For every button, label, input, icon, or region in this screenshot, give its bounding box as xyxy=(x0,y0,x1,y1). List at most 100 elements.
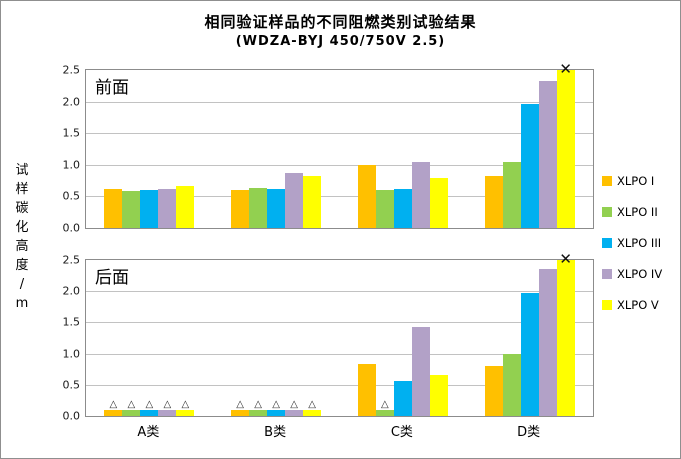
bar-group-D类: ✕ xyxy=(466,62,593,228)
legend-swatch-icon xyxy=(602,268,612,279)
triangle-marker: △ xyxy=(272,398,280,410)
bar-group-C类 xyxy=(340,70,467,228)
bar-xlpo-iv-A类: △ xyxy=(158,399,177,416)
bar-xlpo-v-C类 xyxy=(429,178,448,228)
bar-xlpo-ii-A类: △ xyxy=(122,399,141,416)
triangle-marker: △ xyxy=(145,398,154,410)
x-axis-labels: A类 B类 C类 D类 xyxy=(85,421,592,440)
triangle-marker: △ xyxy=(290,398,298,410)
bar-xlpo-i-C类 xyxy=(357,363,376,416)
gridline xyxy=(86,291,593,293)
bar-xlpo-v-D类: ✕ xyxy=(556,252,575,416)
gridline xyxy=(86,384,593,386)
legend-swatch-icon xyxy=(602,175,612,186)
bar-groups: ✕ xyxy=(86,62,593,228)
triangle-marker: △ xyxy=(254,398,262,410)
y-axis-title-char: 碳 xyxy=(15,201,29,216)
triangle-marker: △ xyxy=(181,398,190,410)
clipped-x-marker: ✕ xyxy=(559,60,572,79)
clipped-x-marker: ✕ xyxy=(559,250,572,269)
triangle-marker: △ xyxy=(163,398,172,410)
y-tick-label: 1.5 xyxy=(62,315,81,329)
bar-xlpo-ii-C类: △ xyxy=(375,399,394,416)
legend: XLPO I XLPO II XLPO III XLPO IV XLPO V xyxy=(602,172,662,313)
bar-xlpo-i-D类 xyxy=(484,175,503,228)
y-tick-label: 2.0 xyxy=(62,95,81,109)
legend-label: XLPO V xyxy=(617,297,659,312)
y-tick-label: 0.0 xyxy=(62,409,81,423)
y-axis-title-char: 高 xyxy=(15,239,29,254)
y-axis-title-char: 度 xyxy=(15,258,29,273)
legend-label: XLPO II xyxy=(617,204,658,219)
legend-label: XLPO IV xyxy=(617,266,663,281)
triangle-marker: △ xyxy=(236,398,244,410)
bar-xlpo-iv-C类 xyxy=(411,162,430,228)
y-tick-label: 2.0 xyxy=(62,284,81,298)
y-tick-label: 1.0 xyxy=(62,158,81,172)
bar-xlpo-v-B类 xyxy=(303,175,322,228)
y-axis-title-char: 样 xyxy=(15,182,29,197)
bar-xlpo-ii-A类 xyxy=(122,191,141,228)
y-tick-label: 0.5 xyxy=(62,189,81,203)
panel-front-label: 前面 xyxy=(95,78,129,98)
triangle-marker: △ xyxy=(308,398,316,410)
bar-xlpo-i-B类 xyxy=(231,190,250,228)
legend-item-xlpo-iv: XLPO IV xyxy=(602,265,662,282)
legend-swatch-icon xyxy=(602,299,612,310)
x-category-label-D类: D类 xyxy=(517,425,541,440)
bar-xlpo-v-C类 xyxy=(429,375,448,416)
y-axis-title-char: m xyxy=(15,296,29,311)
x-category-label-C类: C类 xyxy=(390,425,413,440)
bar-xlpo-iv-D类 xyxy=(538,80,557,228)
bar-xlpo-i-B类: △ xyxy=(231,399,250,416)
bar-xlpo-iv-C类 xyxy=(411,326,430,416)
bar-xlpo-iii-A类 xyxy=(140,190,159,228)
bar-xlpo-iii-D类 xyxy=(520,104,539,228)
bar-xlpo-v-B类: △ xyxy=(303,399,322,416)
bar-xlpo-ii-C类 xyxy=(375,190,394,228)
y-tick-label: 1.5 xyxy=(62,126,81,140)
bar-xlpo-ii-D类 xyxy=(502,353,521,416)
bar-xlpo-i-C类 xyxy=(357,164,376,228)
y-tick-label: 2.5 xyxy=(62,63,81,77)
triangle-marker: △ xyxy=(109,398,118,410)
legend-label: XLPO III xyxy=(617,235,662,250)
bar-xlpo-i-A类 xyxy=(104,188,123,228)
bar-xlpo-iii-A类: △ xyxy=(140,399,159,416)
bar-xlpo-ii-B类 xyxy=(249,187,268,228)
y-axis-title: 试样碳化高度 / m xyxy=(11,161,33,313)
bar-groups: △ △ △ △ △ △ △ △ △ △ △ ✕ xyxy=(86,252,593,416)
x-category-label-B类: B类 xyxy=(264,425,287,440)
bar-xlpo-iii-D类 xyxy=(520,293,539,416)
y-axis-title-char: 化 xyxy=(15,220,29,235)
bar-xlpo-ii-B类: △ xyxy=(249,399,268,416)
bar-xlpo-iii-C类 xyxy=(393,189,412,228)
bar-xlpo-v-A类: △ xyxy=(176,399,195,416)
chart-title: 相同验证样品的不同阻燃类别试验结果 xyxy=(204,13,477,31)
bar-group-A类: △ △ △ △ △ xyxy=(86,260,213,416)
legend-item-xlpo-v: XLPO V xyxy=(602,296,662,313)
legend-item-xlpo-i: XLPO I xyxy=(602,172,662,189)
bar-xlpo-ii-D类 xyxy=(502,162,521,228)
legend-item-xlpo-ii: XLPO II xyxy=(602,203,662,220)
bar-xlpo-v-A类 xyxy=(176,186,195,228)
bar-xlpo-i-A类: △ xyxy=(104,399,123,416)
legend-label: XLPO I xyxy=(617,173,655,188)
panel-back: 后面 0.0 0.5 1.0 1.5 2.0 2.5 △ △ △ △ △ △ △ △ △ △ △ ✕ xyxy=(63,252,594,423)
chart-subtitle: (WDZA-BYJ 450/750V 2.5) xyxy=(235,34,446,49)
y-axis-title-char: / xyxy=(19,277,25,292)
bar-xlpo-iv-B类 xyxy=(285,173,304,228)
legend-item-xlpo-iii: XLPO III xyxy=(602,234,662,251)
bar-group-D类: ✕ xyxy=(466,252,593,416)
triangle-marker: △ xyxy=(381,398,389,410)
bar-xlpo-iv-B类: △ xyxy=(285,399,304,416)
gridline xyxy=(86,353,593,355)
y-tick-label: 0.0 xyxy=(62,221,81,235)
bar-group-B类 xyxy=(213,70,340,228)
gridline xyxy=(86,164,593,166)
legend-swatch-icon xyxy=(602,237,612,248)
gridline xyxy=(86,196,593,198)
panel-back-label: 后面 xyxy=(95,268,129,288)
bar-group-A类 xyxy=(86,70,213,228)
